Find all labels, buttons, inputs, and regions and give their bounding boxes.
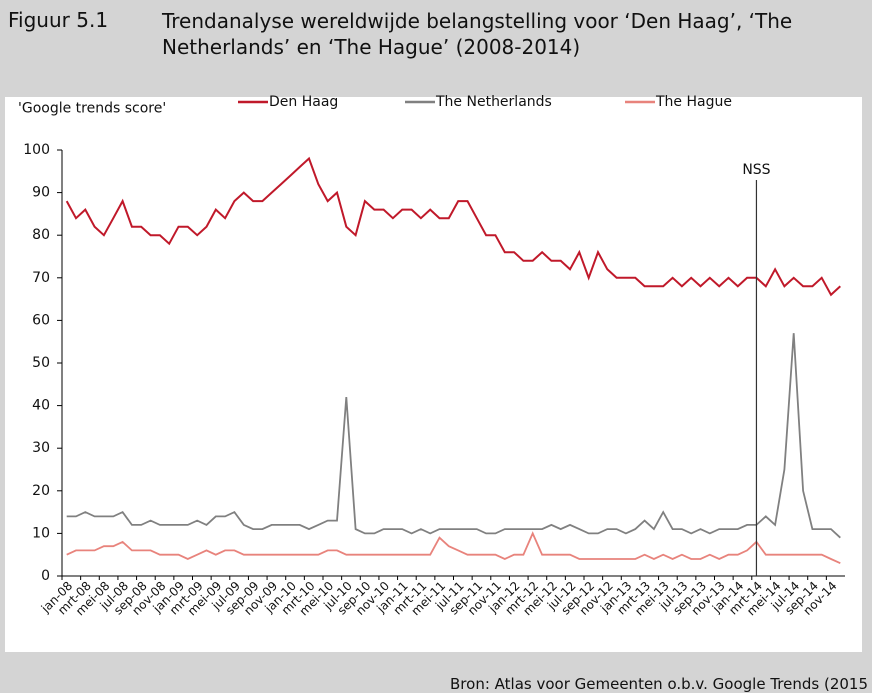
y-tick-label: 90 (32, 185, 50, 201)
y-tick-label: 70 (32, 270, 50, 286)
source: Bron: Atlas voor Gemeenten o.b.v. Google… (450, 675, 868, 693)
y-tick-label: 100 (23, 142, 50, 158)
series-line (66, 333, 841, 539)
chart-title: Trendanalyse wereldwijde belangstelling … (162, 9, 793, 59)
y-tick-label: 20 (32, 483, 50, 499)
y-tick-label: 0 (41, 568, 50, 584)
series-line (66, 531, 841, 565)
legend-label: Den Haag (269, 94, 338, 110)
figure-label: Figuur 5.1 (8, 8, 109, 32)
legend-label: The Netherlands (435, 94, 552, 110)
plot-panel (5, 97, 862, 652)
series-line (65, 156, 841, 297)
y-tick-label: 50 (32, 355, 50, 371)
y-axis-label: 'Google trends score' (18, 101, 166, 117)
annotation-text: NSS (742, 162, 770, 178)
y-tick-label: 10 (32, 525, 50, 541)
y-tick-label: 40 (32, 398, 50, 414)
legend-label: The Hague (655, 94, 732, 110)
y-tick-label: 60 (32, 312, 50, 328)
header: Figuur 5.1 Trendanalyse wereldwijde bela… (0, 0, 872, 70)
y-tick-label: 80 (32, 227, 50, 243)
y-tick-label: 30 (32, 440, 50, 456)
